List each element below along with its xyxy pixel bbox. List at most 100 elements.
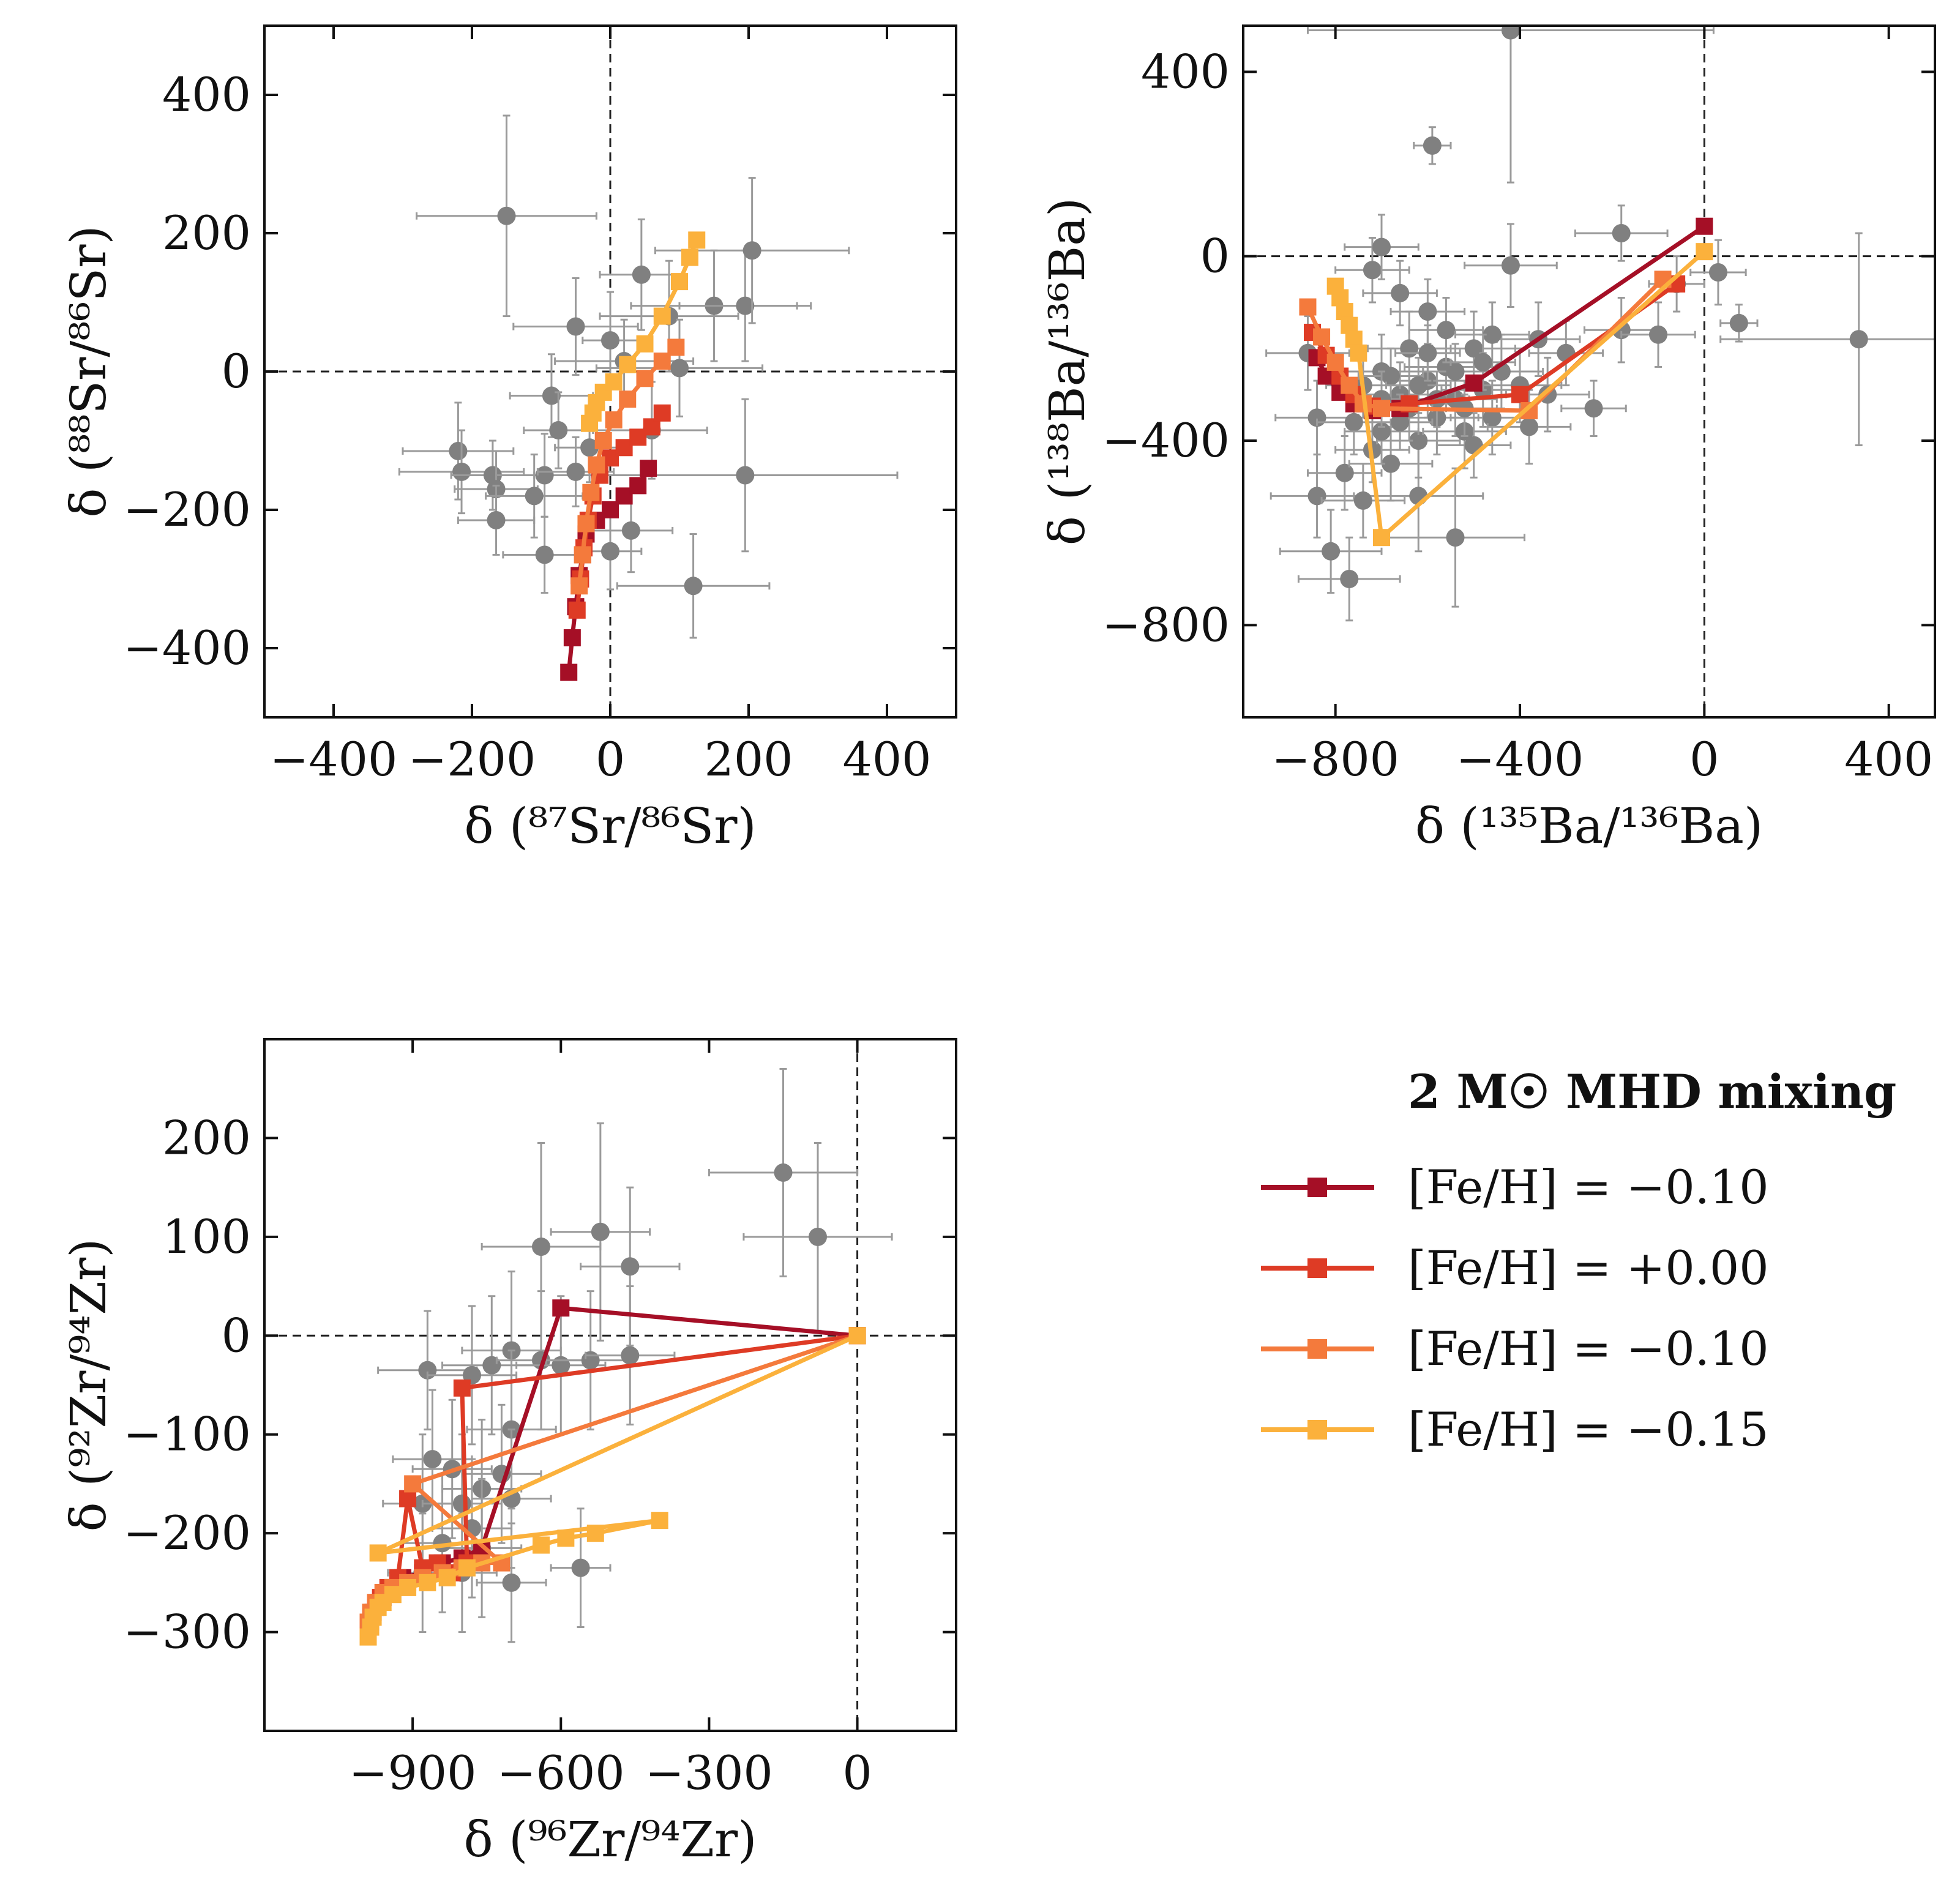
grain-point	[502, 515, 587, 594]
x-tick-label: 200	[704, 732, 793, 786]
grain-point	[1560, 379, 1627, 437]
series-marker	[552, 1299, 570, 1317]
grain-point	[599, 218, 684, 331]
grain-point	[485, 454, 584, 539]
legend: 2 M☉ MHD mixing [Fe/H] = −0.10 [Fe/H] = +…	[1261, 1064, 1896, 1457]
series-marker	[419, 1574, 436, 1591]
model-series-4	[581, 231, 706, 432]
series-marker	[629, 477, 647, 495]
x-tick-label: −400	[270, 732, 398, 786]
series-marker	[1696, 243, 1713, 261]
grain-marker	[452, 462, 471, 481]
grain-point	[545, 1290, 636, 1431]
x-tick-label: −900	[349, 1746, 477, 1800]
series-marker	[563, 629, 581, 647]
grain-marker	[736, 466, 755, 485]
grain-point	[1375, 403, 1461, 479]
y-tick-label: −200	[123, 1506, 251, 1560]
grain-point	[476, 1522, 547, 1643]
grain-marker	[1418, 343, 1437, 362]
grain-marker	[525, 487, 544, 506]
grain-marker	[566, 462, 585, 481]
grain-marker	[482, 1356, 501, 1375]
grain-marker	[1446, 362, 1465, 381]
model-series-4	[359, 1327, 866, 1646]
grain-marker	[1849, 330, 1868, 349]
grain-marker	[1372, 237, 1391, 256]
grain-point	[1464, 223, 1558, 308]
grain-point	[1689, 239, 1747, 306]
panel-zr: −900 −600 −300 0 −300 −200 −100 0 100 200 δ (⁹⁶Zr/…	[60, 1038, 957, 1868]
y-tick-label: 100	[162, 1209, 251, 1264]
grain-point	[416, 114, 597, 318]
legend-items: [Fe/H] = −0.10 [Fe/H] = +0.00 [Fe/H] = −0.…	[1261, 1160, 1769, 1457]
grain-point	[582, 291, 639, 390]
grain-marker	[1446, 528, 1465, 547]
y-tick-label: −100	[123, 1407, 251, 1462]
grain-point	[1297, 536, 1401, 622]
grain-marker	[670, 359, 689, 378]
y-tick-label: 200	[162, 206, 251, 260]
plot-area	[1243, 26, 1935, 717]
axes-frame	[1242, 24, 1936, 719]
legend-entry: [Fe/H] = −0.10	[1261, 1160, 1769, 1214]
grain-marker	[1363, 261, 1382, 280]
series-marker	[458, 1559, 476, 1577]
grain-point	[585, 1285, 676, 1426]
model-series-3	[1299, 271, 1672, 420]
series-marker	[651, 1512, 668, 1529]
grain-marker	[449, 441, 468, 460]
grain-marker	[549, 421, 568, 440]
grain-point	[1413, 126, 1452, 165]
grain-marker	[483, 466, 502, 485]
grain-point	[1454, 301, 1530, 368]
grain-marker	[621, 1257, 640, 1276]
grain-marker	[566, 317, 585, 336]
model-series-4	[1326, 243, 1713, 547]
y-tick-label: −800	[1102, 597, 1230, 652]
grain-point	[595, 318, 764, 417]
plot-area	[264, 1039, 956, 1731]
grain-marker	[1464, 339, 1483, 358]
grain-point	[1279, 509, 1383, 594]
series-marker	[570, 577, 588, 595]
grain-point	[512, 277, 639, 376]
grain-point	[1385, 356, 1452, 414]
grain-point	[1334, 237, 1410, 304]
series-marker	[688, 231, 706, 249]
grain-point	[426, 1305, 518, 1446]
legend-title: 2 M☉ MHD mixing	[1408, 1064, 1896, 1119]
grain-marker	[1335, 463, 1354, 482]
grain-marker	[1520, 417, 1539, 436]
series-marker	[438, 1569, 456, 1586]
grain-marker	[487, 510, 506, 529]
grain-marker	[1483, 408, 1502, 427]
series-marker	[1341, 376, 1358, 394]
grain-point	[1344, 214, 1420, 280]
grain-marker	[1340, 570, 1359, 588]
grain-marker	[591, 1222, 610, 1241]
series-marker	[1326, 353, 1344, 371]
x-tick-label: 400	[842, 732, 931, 786]
series-marker	[586, 1525, 604, 1542]
series-marker	[384, 1586, 402, 1604]
y-tick-label: 400	[1141, 44, 1230, 99]
series-marker	[636, 335, 654, 353]
grain-point	[1344, 398, 1420, 465]
grain-marker	[1391, 413, 1410, 431]
x-tick-label: 0	[842, 1746, 872, 1800]
grain-marker	[423, 1450, 442, 1469]
axes-frame	[263, 1038, 957, 1732]
series-marker	[605, 411, 623, 429]
series-marker	[399, 1490, 417, 1507]
series-marker	[671, 273, 688, 291]
series-marker	[653, 307, 671, 325]
grain-marker	[497, 206, 516, 225]
grain-point	[1574, 204, 1669, 262]
series-marker	[1299, 298, 1317, 316]
series-marker	[582, 484, 600, 501]
series-marker	[1373, 400, 1390, 417]
x-tick-label: −200	[408, 732, 536, 786]
grain-marker	[1729, 313, 1748, 332]
